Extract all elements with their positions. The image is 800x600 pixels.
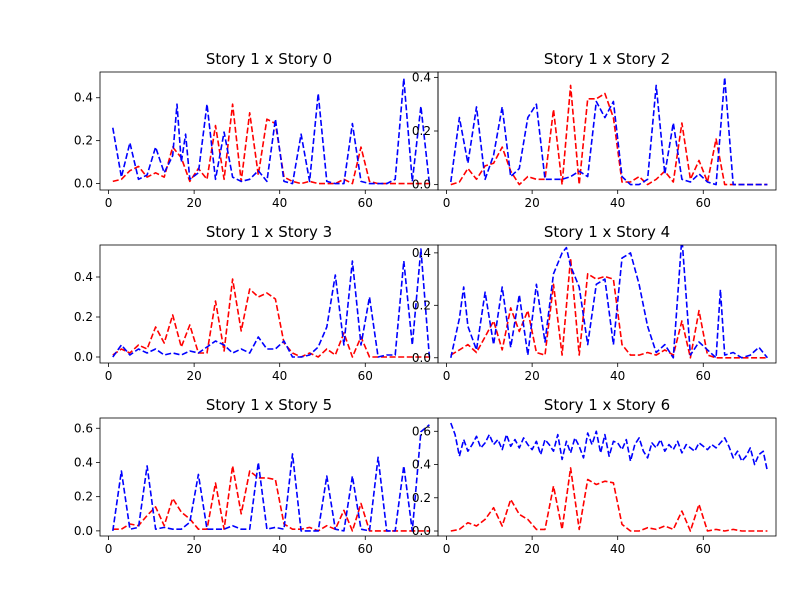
red-series-line bbox=[450, 467, 768, 532]
red-series-line bbox=[450, 84, 768, 186]
plot-frame bbox=[99, 71, 439, 191]
x-tick-label: 60 bbox=[696, 369, 711, 383]
subplot-title: Story 1 x Story 2 bbox=[544, 50, 670, 68]
y-tick-label: 0.4 bbox=[74, 455, 93, 469]
x-tick-label: 40 bbox=[272, 542, 287, 556]
x-tick-label: 0 bbox=[105, 196, 113, 210]
blue-series-line bbox=[450, 245, 769, 359]
x-tick-label: 0 bbox=[105, 369, 113, 383]
x-tick-label: 0 bbox=[443, 196, 451, 210]
x-tick-label: 0 bbox=[443, 369, 451, 383]
y-tick-label: 0.2 bbox=[412, 298, 431, 312]
subplot-0: Story 1 x Story 0 0 20 40 60 0.0 0.2 0.4 bbox=[74, 50, 439, 210]
y-tick-label: 0.0 bbox=[412, 524, 431, 538]
plot-frame bbox=[437, 244, 777, 364]
subplot-title: Story 1 x Story 5 bbox=[206, 396, 332, 414]
subplot-title: Story 1 x Story 4 bbox=[544, 223, 670, 241]
plot-frame bbox=[99, 244, 439, 364]
subplot-1: Story 1 x Story 2 0 20 40 60 0.0 0.2 0.4 bbox=[412, 50, 777, 210]
y-tick-label: 0.2 bbox=[412, 124, 431, 138]
y-tick-label: 0.4 bbox=[74, 91, 93, 105]
y-tick-label: 0.0 bbox=[412, 178, 431, 192]
blue-series-line bbox=[112, 248, 431, 358]
plot-frame bbox=[99, 417, 439, 537]
y-tick-label: 0.4 bbox=[74, 270, 93, 284]
red-series-line bbox=[112, 278, 430, 358]
subplot-3: Story 1 x Story 4 0 20 40 60 0.0 0.2 0.4 bbox=[412, 223, 777, 383]
y-tick-label: 0.6 bbox=[74, 421, 93, 435]
y-tick-label: 0.0 bbox=[74, 350, 93, 364]
x-tick-label: 0 bbox=[443, 542, 451, 556]
y-tick-label: 0.4 bbox=[412, 246, 431, 260]
blue-series-line bbox=[450, 76, 768, 186]
blue-series-line bbox=[450, 422, 769, 472]
y-tick-label: 0.0 bbox=[74, 524, 93, 538]
x-tick-label: 40 bbox=[272, 369, 287, 383]
x-tick-label: 20 bbox=[524, 369, 539, 383]
y-tick-label: 0.2 bbox=[74, 490, 93, 504]
x-tick-label: 60 bbox=[696, 542, 711, 556]
blue-series-line bbox=[112, 424, 430, 532]
red-series-line bbox=[112, 103, 430, 185]
plot-frame bbox=[437, 417, 777, 537]
x-tick-label: 60 bbox=[358, 542, 373, 556]
x-tick-label: 60 bbox=[696, 196, 711, 210]
x-tick-label: 60 bbox=[358, 196, 373, 210]
y-tick-label: 0.4 bbox=[412, 458, 431, 472]
red-series-line bbox=[112, 465, 430, 532]
subplot-title: Story 1 x Story 6 bbox=[544, 396, 670, 414]
x-tick-label: 20 bbox=[524, 542, 539, 556]
x-tick-label: 40 bbox=[610, 196, 625, 210]
x-tick-label: 20 bbox=[186, 542, 201, 556]
x-tick-label: 0 bbox=[105, 542, 113, 556]
y-tick-label: 0.0 bbox=[412, 351, 431, 365]
subplot-title: Story 1 x Story 3 bbox=[206, 223, 332, 241]
subplot-4: Story 1 x Story 5 0 20 40 60 0.0 0.2 0.4 0.6 bbox=[74, 396, 439, 556]
y-tick-label: 0.6 bbox=[412, 424, 431, 438]
x-tick-label: 60 bbox=[358, 369, 373, 383]
subplot-2: Story 1 x Story 3 0 20 40 60 0.0 0.2 0.4 bbox=[74, 223, 439, 383]
y-tick-label: 0.0 bbox=[74, 177, 93, 191]
x-tick-label: 40 bbox=[610, 369, 625, 383]
x-tick-label: 20 bbox=[186, 196, 201, 210]
red-series-line bbox=[450, 257, 768, 359]
y-tick-label: 0.2 bbox=[412, 491, 431, 505]
x-tick-label: 20 bbox=[524, 196, 539, 210]
y-tick-label: 0.4 bbox=[412, 70, 431, 84]
x-tick-label: 20 bbox=[186, 369, 201, 383]
subplot-5: Story 1 x Story 6 0 20 40 60 0.0 0.2 0.4 0.6 bbox=[412, 396, 777, 556]
x-tick-label: 40 bbox=[610, 542, 625, 556]
x-tick-label: 40 bbox=[272, 196, 287, 210]
subplot-title: Story 1 x Story 0 bbox=[206, 50, 332, 68]
y-tick-label: 0.2 bbox=[74, 134, 93, 148]
y-tick-label: 0.2 bbox=[74, 310, 93, 324]
blue-series-line bbox=[112, 77, 431, 185]
